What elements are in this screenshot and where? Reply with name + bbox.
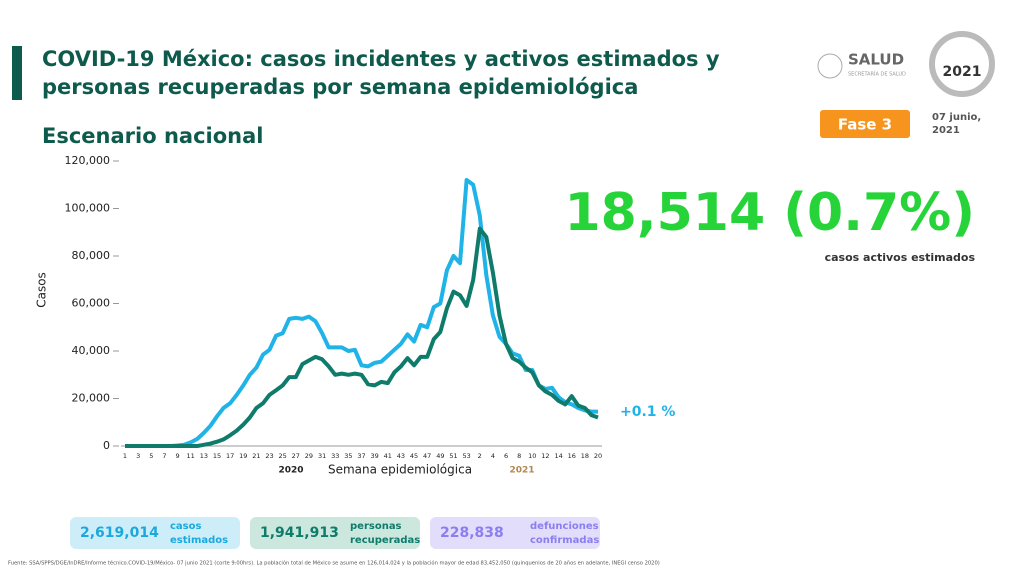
summary-value: 228,838 (440, 525, 504, 541)
x-tick-label: 45 (410, 452, 418, 460)
logo (817, 53, 843, 79)
summary-label: defunciones (530, 521, 599, 532)
date: 07 junio, (932, 112, 981, 123)
subtitle: Escenario nacional (42, 124, 263, 148)
year-label: 2021 (509, 466, 534, 476)
series-line (125, 178, 598, 448)
x-tick-label: 15 (213, 452, 221, 460)
x-tick-label: 31 (318, 452, 326, 460)
x-tick-label: 13 (200, 452, 208, 460)
highlight-label: casos activos estimados (825, 251, 976, 264)
y-tick-label: 60,000 (72, 297, 111, 310)
x-tick-label: 25 (279, 452, 287, 460)
x-tick-label: 2 (478, 452, 482, 460)
title-line: personas recuperadas por semana epidemio… (42, 75, 638, 99)
x-tick-label: 27 (292, 452, 300, 460)
x-tick-label: 47 (423, 452, 431, 460)
change-label: +0.1 % (620, 404, 675, 420)
logo-year: 2021 (943, 64, 982, 80)
x-tick-label: 10 (528, 452, 536, 460)
logo (929, 31, 995, 97)
x-tick-label: 16 (568, 452, 576, 460)
y-axis-label: Casos (35, 272, 49, 308)
summary-box (250, 517, 420, 549)
summary-label: estimados (170, 535, 228, 546)
y-tick-label: 80,000 (72, 249, 111, 262)
footnote: Fuente: SSA/SPPS/DGE/InDRE/Informe técni… (8, 560, 660, 567)
summary-label: casos (170, 521, 201, 532)
x-tick-label: 43 (397, 452, 405, 460)
x-tick-label: 14 (554, 452, 562, 460)
x-tick-label: 4 (491, 452, 495, 460)
x-tick-label: 23 (265, 452, 273, 460)
x-tick-label: 39 (370, 452, 378, 460)
accent-bar (12, 46, 22, 100)
x-axis-label: Semana epidemiológica (328, 463, 472, 477)
y-tick-label: 100,000 (65, 202, 111, 215)
summary-box (430, 517, 600, 549)
agency-sub: SECRETARÍA DE SALUD (848, 71, 906, 78)
year-label: 2020 (278, 466, 303, 476)
x-tick-label: 51 (449, 452, 457, 460)
x-tick-label: 1 (123, 452, 127, 460)
summary-value: 1,941,913 (260, 525, 339, 541)
x-tick-label: 11 (187, 452, 195, 460)
x-tick-label: 7 (162, 452, 166, 460)
x-tick-label: 53 (462, 452, 470, 460)
x-tick-label: 20 (594, 452, 602, 460)
summary-label: recuperadas (350, 535, 420, 546)
x-tick-label: 3 (136, 452, 140, 460)
x-tick-label: 17 (226, 452, 234, 460)
x-tick-label: 49 (436, 452, 444, 460)
highlight-value: 18,514 (0.7%) (564, 183, 975, 243)
x-tick-label: 8 (517, 452, 521, 460)
summary-label: personas (350, 521, 402, 532)
summary-box (70, 517, 240, 549)
date: 2021 (932, 125, 960, 136)
series-line (125, 226, 599, 448)
x-tick-label: 9 (175, 452, 179, 460)
phase: Fase 3 (838, 116, 892, 134)
y-tick-label: 40,000 (72, 344, 111, 357)
y-tick-label: 120,000 (65, 154, 111, 167)
x-tick-label: 41 (384, 452, 392, 460)
x-tick-label: 5 (149, 452, 153, 460)
x-tick-label: 19 (239, 452, 247, 460)
agency: SALUD (848, 51, 904, 69)
x-tick-label: 6 (504, 452, 508, 460)
title-line: COVID-19 México: casos incidentes y acti… (42, 47, 720, 71)
x-tick-label: 33 (331, 452, 339, 460)
x-tick-label: 12 (541, 452, 549, 460)
x-tick-label: 29 (305, 452, 313, 460)
y-tick-label: 20,000 (72, 392, 111, 405)
x-tick-label: 37 (357, 452, 365, 460)
phase-badge (820, 110, 910, 138)
summary-label: confirmadas (530, 535, 599, 546)
x-tick-label: 21 (252, 452, 260, 460)
y-tick-label: 0 (103, 439, 110, 452)
x-tick-label: 18 (581, 452, 589, 460)
x-tick-label: 35 (344, 452, 352, 460)
summary-value: 2,619,014 (80, 525, 159, 541)
